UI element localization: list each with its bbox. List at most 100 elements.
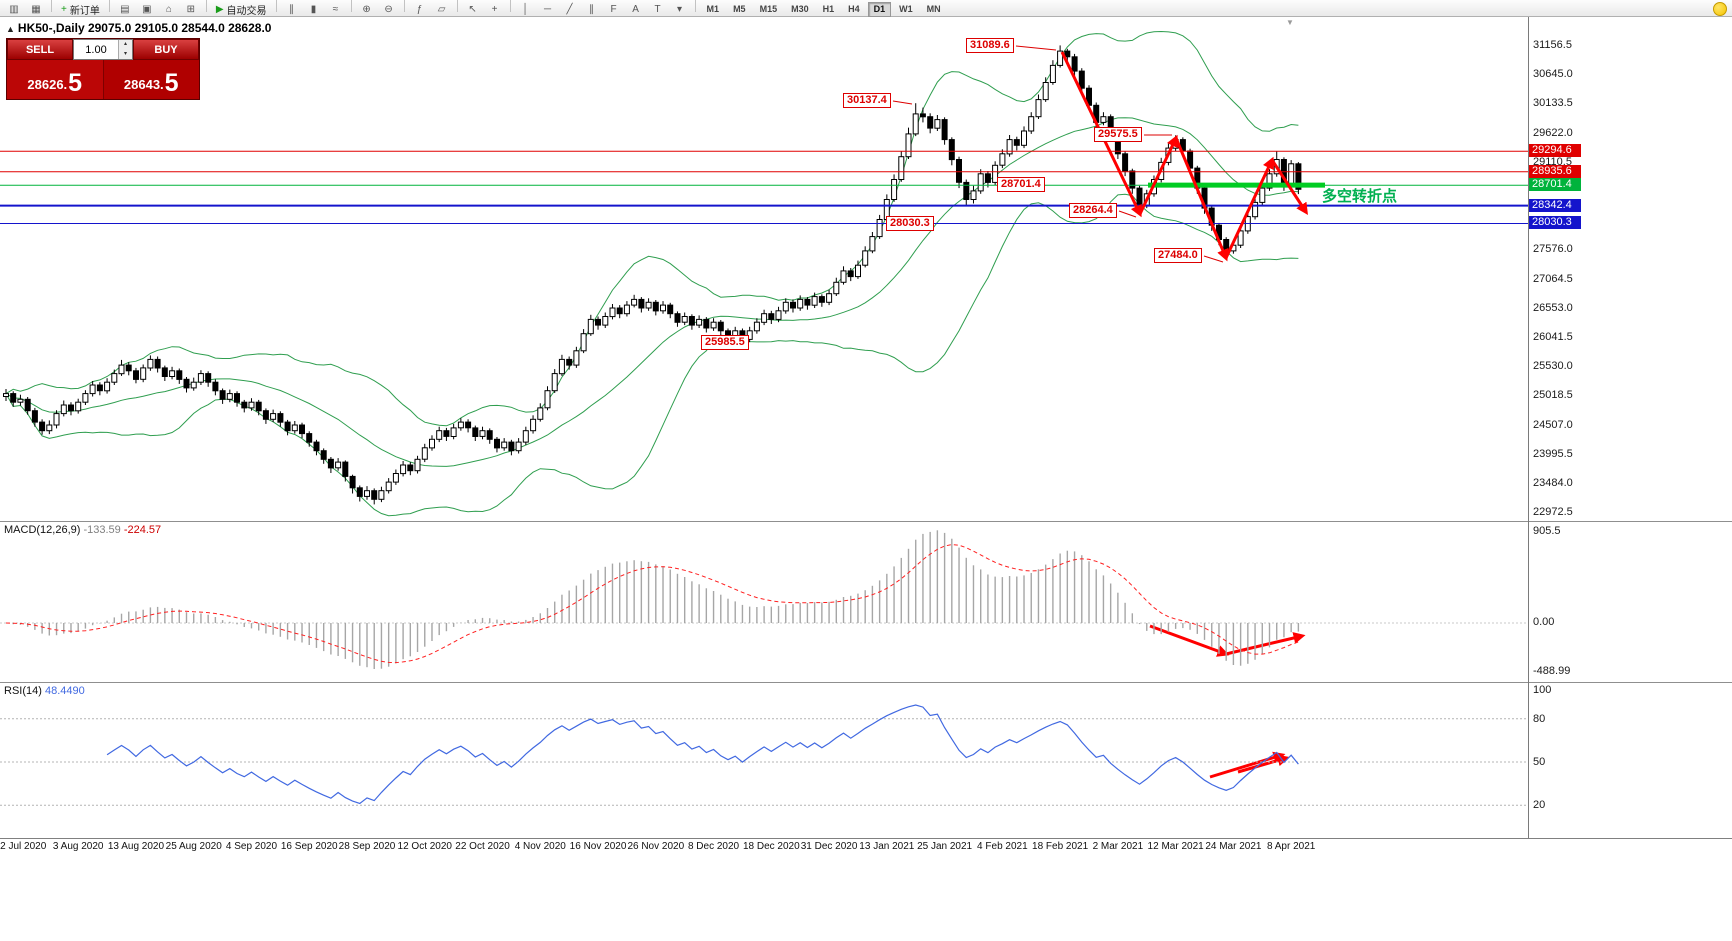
crosshair-icon[interactable]: + — [485, 3, 505, 17]
tool-dropdown-icon-glyph: ▾ — [677, 4, 683, 15]
bollinger-middle — [5, 117, 1299, 467]
timeframe-h4-button[interactable]: H4 — [848, 4, 860, 14]
channel-tool-icon[interactable]: ∥ — [582, 3, 602, 17]
new-chart-icon[interactable]: ▥ — [4, 3, 24, 17]
fibonacci-tool-icon[interactable]: F — [604, 3, 624, 17]
text-tool-icon[interactable]: A — [626, 3, 646, 17]
time-axis[interactable] — [0, 838, 1732, 857]
timeframe-m15-button[interactable]: M15 — [759, 4, 778, 14]
zoom-in-icon-glyph: ⊕ — [362, 4, 371, 15]
toolbar-separator — [51, 0, 52, 12]
objects-list-icon[interactable]: ▱ — [432, 3, 452, 17]
bar-chart-mode-icon[interactable]: ∥ — [282, 3, 302, 17]
indicators-icon-glyph: ƒ — [416, 4, 423, 15]
line-chart-mode-icon[interactable]: ≈ — [326, 3, 346, 17]
chart-title-text: HK50-,Daily 29075.0 29105.0 28544.0 2862… — [17, 21, 272, 35]
macd-value-signal: -224.57 — [123, 524, 162, 536]
channel-tool-icon-glyph: ∥ — [589, 4, 595, 15]
bollinger-upper — [5, 30, 1299, 427]
toolbar-items: ▥ ▦ + 新订单 ▤ ▣ ⌂ ⊞ ▶ 自动交易 ∥ ▮ ≈ ⊕ ⊖ ƒ ▱ ↖ + │ ─ ╱ ∥ F A T ▾ M1 M5 M15 M… — [3, 0, 948, 17]
trend-arrows[interactable] — [1060, 51, 1308, 779]
one-click-toggle[interactable]: ▲ — [6, 24, 15, 34]
timeframe-w1-button[interactable]: W1 — [899, 4, 913, 14]
volume-input[interactable] — [74, 40, 118, 59]
timeframe-d1-button[interactable]: D1 — [867, 2, 892, 17]
arrows-tool-icon[interactable]: T — [648, 3, 668, 17]
vertical-line-tool-icon-glyph: │ — [522, 4, 529, 15]
zoom-in-icon[interactable]: ⊕ — [357, 3, 377, 17]
new-order-glyph: + — [61, 4, 67, 15]
indicators-icon[interactable]: ƒ — [410, 3, 430, 17]
red-arrow-rsi[interactable] — [1209, 751, 1286, 779]
one-click-trading-panel: SELL ▴ ▾ BUY 28626.5 28643.5 — [6, 38, 200, 100]
bar-chart-mode-icon-glyph: ∥ — [289, 4, 295, 15]
timeframe-m30-button[interactable]: M30 — [791, 4, 809, 14]
volume-box: ▴ ▾ — [73, 39, 133, 60]
autotrading-glyph: ▶ — [215, 4, 224, 15]
panel-separator-main-macd[interactable] — [0, 521, 1732, 522]
vertical-line-tool-icon[interactable]: │ — [516, 3, 536, 17]
market-watch-icon-glyph: ▤ — [120, 4, 130, 15]
chart-shift-marker[interactable]: ▼ — [1286, 18, 1294, 27]
macd-value-main: -133.59 — [83, 524, 121, 536]
community-icon[interactable] — [1713, 2, 1727, 16]
red-arrow-main[interactable] — [1060, 51, 1142, 218]
sell-button[interactable]: SELL — [7, 39, 73, 60]
toolbar: ▥ ▦ + 新订单 ▤ ▣ ⌂ ⊞ ▶ 自动交易 ∥ ▮ ≈ ⊕ ⊖ ƒ ▱ ↖ + │ ─ ╱ ∥ F A T ▾ M1 M5 M15 M… — [0, 0, 1732, 17]
terminal-icon[interactable]: ⊞ — [181, 3, 201, 17]
timeframe-mn-button[interactable]: MN — [926, 4, 941, 14]
timeframe-m5-button[interactable]: M5 — [733, 4, 746, 14]
toolbar-separator — [509, 0, 511, 12]
chart-profiles-icon[interactable]: ▦ — [26, 3, 46, 17]
zoom-out-icon[interactable]: ⊖ — [379, 3, 399, 17]
volume-up-icon[interactable]: ▴ — [119, 40, 132, 50]
price-axis-border — [1528, 17, 1529, 838]
new-chart-icon-glyph: ▥ — [9, 4, 19, 15]
navigator-icon[interactable]: ⌂ — [159, 3, 179, 17]
toolbar-separator — [275, 0, 277, 12]
sell-price-big-digit: 5 — [68, 69, 83, 97]
red-arrow-main[interactable] — [1224, 156, 1274, 259]
buy-price-big-digit: 5 — [164, 69, 179, 97]
red-arrow-main[interactable] — [1174, 137, 1229, 262]
toolbar-separator — [205, 0, 207, 12]
panel-separator-macd-rsi[interactable] — [0, 682, 1732, 683]
red-arrow-macd[interactable] — [1225, 632, 1306, 656]
autotrading-button[interactable]: ▶ 自动交易 — [212, 3, 271, 17]
buy-button[interactable]: BUY — [133, 39, 199, 60]
navigator-icon-glyph: ⌂ — [165, 4, 172, 15]
candle-chart-mode-icon-glyph: ▮ — [310, 4, 317, 15]
bollinger-bands — [5, 30, 1299, 517]
red-arrow-macd[interactable] — [1149, 624, 1230, 657]
arrows-tool-icon-glyph: T — [654, 4, 661, 15]
data-window-icon-glyph: ▣ — [142, 4, 152, 15]
red-arrow-main[interactable] — [1270, 159, 1308, 216]
autotrading-button-label: 自动交易 — [226, 6, 267, 17]
timeframe-h1-button[interactable]: H1 — [822, 4, 835, 14]
cursor-icon-glyph: ↖ — [468, 4, 477, 15]
toolbar-separator — [456, 0, 458, 12]
rsi-name: RSI(14) — [4, 685, 42, 697]
candle-chart-mode-icon[interactable]: ▮ — [304, 3, 324, 17]
zoom-out-icon-glyph: ⊖ — [384, 4, 393, 15]
red-arrow-main[interactable] — [1138, 134, 1178, 215]
buy-price-button[interactable]: 28643. 5 — [103, 60, 199, 99]
horizontal-line-tool-icon[interactable]: ─ — [538, 3, 558, 17]
line-chart-mode-icon-glyph: ≈ — [332, 4, 339, 15]
fibonacci-tool-icon-glyph: F — [610, 4, 617, 15]
sell-price: 28626. — [27, 77, 68, 92]
toolbar-separator — [350, 0, 352, 12]
market-watch-icon[interactable]: ▤ — [115, 3, 135, 17]
macd-name: MACD(12,26,9) — [4, 524, 81, 536]
trendline-tool-icon[interactable]: ╱ — [560, 3, 580, 17]
red-arrow-rsi[interactable] — [1237, 754, 1290, 774]
timeframe-m1-button[interactable]: M1 — [706, 4, 720, 14]
new-order-button[interactable]: + 新订单 — [57, 3, 104, 17]
tool-dropdown-icon[interactable]: ▾ — [670, 3, 690, 17]
cursor-icon[interactable]: ↖ — [463, 3, 483, 17]
volume-down-icon[interactable]: ▾ — [119, 49, 132, 59]
sell-price-button[interactable]: 28626. 5 — [7, 60, 104, 99]
data-window-icon[interactable]: ▣ — [137, 3, 157, 17]
